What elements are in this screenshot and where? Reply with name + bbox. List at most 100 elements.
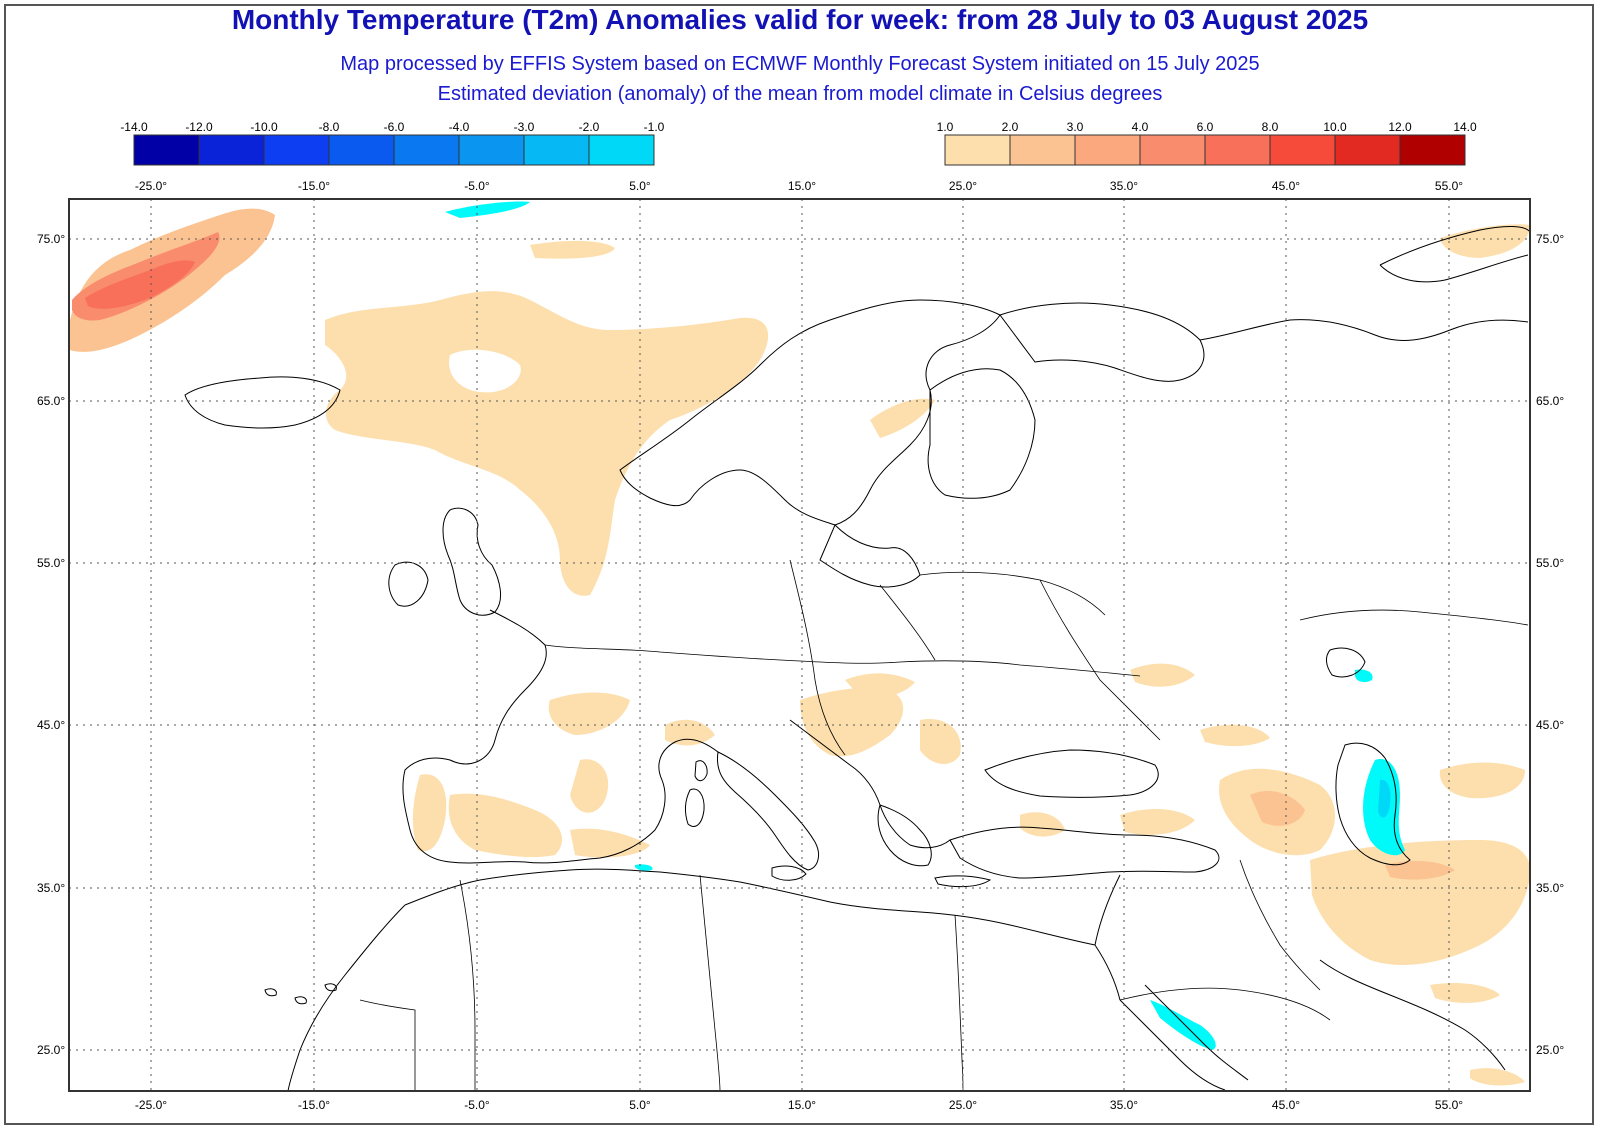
latitude-label-right: 55.0° [1536, 556, 1564, 570]
coast-kola [999, 302, 1205, 382]
coast-caspian [1335, 742, 1411, 866]
anomaly-area-iberia-west [412, 774, 447, 852]
legend-negative: -14.0 -12.0 -10.0 -8.0 -6.0 -4.0 -3.0 -2.0 -1.0 [120, 120, 665, 166]
coast-crete [934, 875, 992, 888]
coast-italy [716, 751, 819, 871]
coast-persian-gulf [1319, 959, 1506, 1071]
anomaly-area-caucasus-core [1250, 790, 1305, 826]
anomaly-area-greece [920, 719, 961, 765]
anomaly-area-ukraine [1130, 663, 1195, 687]
legend-positive-swatch [1009, 134, 1076, 166]
anomaly-area-iberia-south [570, 828, 650, 858]
longitude-label-bottom: 25.0° [949, 1098, 977, 1112]
legend-positive-swatch [1399, 134, 1466, 166]
legend-positive-swatch [1269, 134, 1336, 166]
longitude-label-top: -15.0° [298, 179, 330, 193]
anomaly-area-arabia [1430, 983, 1500, 1003]
legend-negative-swatch [328, 134, 395, 166]
coast-ireland [388, 561, 429, 607]
map-subtitle-description: Estimated deviation (anomaly) of the mea… [437, 83, 1163, 105]
coast-baltic [819, 524, 921, 588]
axis-labels: -25.0° -25.0° -15.0° -15.0° -5.0° -5.0° 5.0° 5.… [37, 179, 1564, 1112]
coast-morocco-west [287, 904, 406, 1092]
border-poland [879, 584, 936, 661]
anomaly-area-iberia-east [570, 759, 609, 813]
longitude-label-bottom: -5.0° [464, 1098, 490, 1112]
longitude-label-top: 5.0° [629, 179, 651, 193]
longitude-label-top: 15.0° [788, 179, 816, 193]
legend-negative-swatch [198, 134, 265, 166]
coast-corsica [694, 760, 708, 782]
legend-negative-label: -6.0 [384, 120, 405, 134]
map-subtitle-source: Map processed by EFFIS System based on E… [340, 53, 1260, 75]
legend-negative-swatch [588, 134, 655, 166]
anomaly-area-north-atlantic-strip [530, 240, 615, 259]
coast-north-africa [404, 868, 1096, 946]
longitude-label-top: 45.0° [1272, 179, 1300, 193]
anomaly-area-central-asia [1439, 762, 1525, 799]
legend-positive-label: 6.0 [1197, 120, 1214, 134]
legend-positive-label: 2.0 [1002, 120, 1019, 134]
border-baltic-states [919, 571, 1106, 616]
legend-positive-swatch [1139, 134, 1206, 166]
border-kazakhstan [1299, 609, 1529, 626]
coast-sardinia [685, 788, 705, 827]
legend-positive-swatch [944, 134, 1011, 166]
legend-positive-label: 12.0 [1388, 120, 1412, 134]
longitude-label-top: 25.0° [949, 179, 977, 193]
anomaly-area-france [548, 692, 630, 735]
map-panel-border [68, 198, 1531, 1092]
legend-positive-swatch [1334, 134, 1401, 166]
legend-negative-label: -2.0 [579, 120, 600, 134]
anomaly-area-arctic-east [1440, 224, 1530, 258]
legend-negative-label: -1.0 [644, 120, 665, 134]
anomaly-area-iran [1310, 840, 1530, 965]
coast-russia-north [1199, 319, 1529, 341]
longitude-label-top: -25.0° [135, 179, 167, 193]
coast-black-sea [984, 749, 1159, 798]
anomaly-area-iran-core [1385, 860, 1455, 880]
coast-novaya-zemlya [1379, 226, 1531, 283]
legend-positive-swatch [1074, 134, 1141, 166]
legend-positive-label: 10.0 [1323, 120, 1347, 134]
longitude-label-top: 35.0° [1110, 179, 1138, 193]
latitude-label-right: 25.0° [1536, 1043, 1564, 1057]
coast-levant [1094, 874, 1121, 1001]
legend-negative-label: -12.0 [185, 120, 213, 134]
legend-negative-swatch [263, 134, 330, 166]
border-russia-ukraine [1039, 579, 1161, 741]
latitude-label-right: 45.0° [1536, 718, 1564, 732]
legend-negative-swatch [133, 134, 200, 166]
legend-negative-label: -14.0 [120, 120, 148, 134]
coast-finland [927, 368, 1036, 499]
graticule [69, 199, 1530, 1091]
anomaly-area-turkey-east [1120, 808, 1195, 835]
longitude-label-top: -5.0° [464, 179, 490, 193]
border-europe-central [544, 644, 1141, 677]
anomaly-area-med-cold [635, 864, 653, 871]
anomaly-area-aral-cold [1355, 669, 1373, 683]
latitude-label-left: 25.0° [37, 1043, 65, 1057]
longitude-label-bottom: 55.0° [1435, 1098, 1463, 1112]
coast-aral [1326, 647, 1366, 678]
anomaly-area-gulf-of-lion [665, 719, 715, 746]
anomaly-area-norwegian-sea [325, 291, 769, 596]
map-title: Monthly Temperature (T2m) Anomalies vali… [231, 4, 1369, 35]
coast-canaries [264, 983, 337, 1005]
latitude-label-left: 45.0° [37, 718, 65, 732]
latitude-label-left: 75.0° [37, 232, 65, 246]
anomaly-area-norwegian-sea-hole [449, 349, 521, 393]
anomaly-area-arctic-cold [445, 201, 530, 218]
legend-positive-label: 4.0 [1132, 120, 1149, 134]
legend-negative-label: -8.0 [319, 120, 340, 134]
anomaly-layer [70, 201, 1530, 1086]
latitude-label-right: 65.0° [1536, 394, 1564, 408]
coast-red-sea [1119, 984, 1249, 1091]
legend-negative-swatch [523, 134, 590, 166]
coast-iceland [184, 376, 341, 429]
latitude-label-left: 65.0° [37, 394, 65, 408]
anomaly-area-balkans [800, 688, 904, 757]
longitude-label-bottom: 45.0° [1272, 1098, 1300, 1112]
border-algeria [459, 879, 476, 1091]
